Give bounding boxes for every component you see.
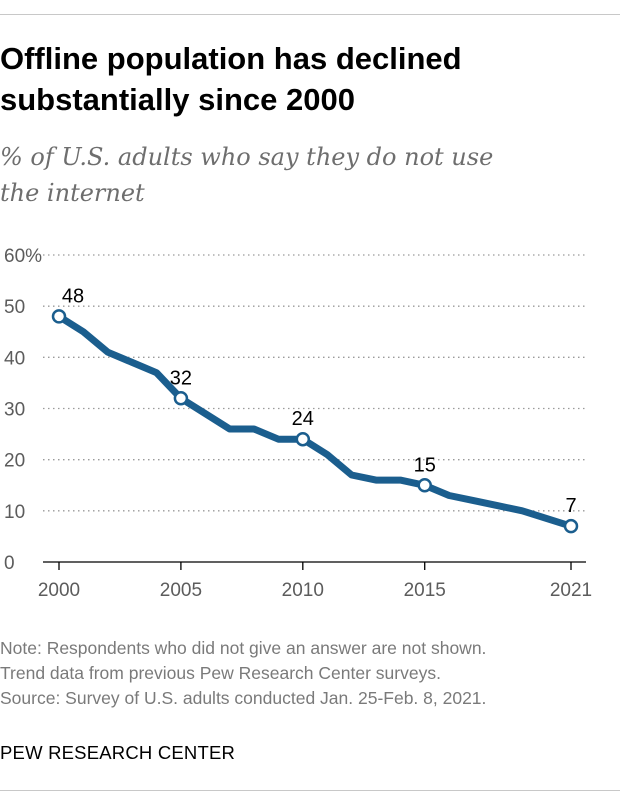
trend-note-line: Trend data from previous Pew Research Ce… [0, 663, 441, 683]
pew-research-logo-text: PEW RESEARCH CENTER [0, 742, 236, 763]
data-point-marker [173, 391, 189, 406]
series-line [55, 312, 575, 530]
chart-title-line-2: substantially since 2000 [0, 82, 355, 117]
data-point-marker [51, 309, 67, 324]
chart-subtitle: % of U.S. adults who say they do not use… [0, 139, 600, 211]
chart-notes: Note: Respondents who did not give an an… [0, 636, 620, 711]
y-tick-label: 10 [4, 502, 25, 523]
data-label: 48 [62, 285, 84, 307]
chart-subtitle-line-1: % of U.S. adults who say they do not use [0, 143, 494, 171]
data-point-marker [417, 478, 432, 493]
y-tick-label: 30 [4, 400, 25, 421]
x-tick-label: 2015 [404, 580, 446, 601]
data-label: 24 [292, 408, 314, 430]
data-label: 32 [170, 367, 192, 389]
y-tick-label: 0 [4, 553, 15, 574]
chart-subtitle-line-2: the internet [0, 179, 145, 207]
y-tick-label: 60% [4, 246, 42, 267]
line-chart: 0 10 20 30 40 50 60% 2000 2005 2010 2015 2021 48 32 24… [4, 246, 592, 601]
data-label: 15 [414, 454, 436, 476]
x-tick-label: 2000 [38, 580, 80, 601]
y-tick-label: 50 [4, 297, 25, 318]
data-point-marker [563, 518, 579, 534]
y-tick-label: 20 [4, 451, 25, 472]
x-tick-label: 2021 [550, 580, 592, 601]
y-tick-label: 40 [4, 348, 25, 369]
top-rule [0, 14, 620, 15]
source-line: Source: Survey of U.S. adults conducted … [0, 688, 487, 708]
chart-title: Offline population has declined substant… [0, 38, 600, 120]
data-point-marker [295, 431, 311, 447]
data-label: 7 [565, 495, 576, 517]
chart-title-line-1: Offline population has declined [0, 41, 462, 76]
x-tick-label: 2010 [282, 580, 324, 601]
bottom-rule [0, 790, 620, 791]
x-tick-label: 2005 [160, 580, 202, 601]
note-line: Note: Respondents who did not give an an… [0, 638, 487, 658]
